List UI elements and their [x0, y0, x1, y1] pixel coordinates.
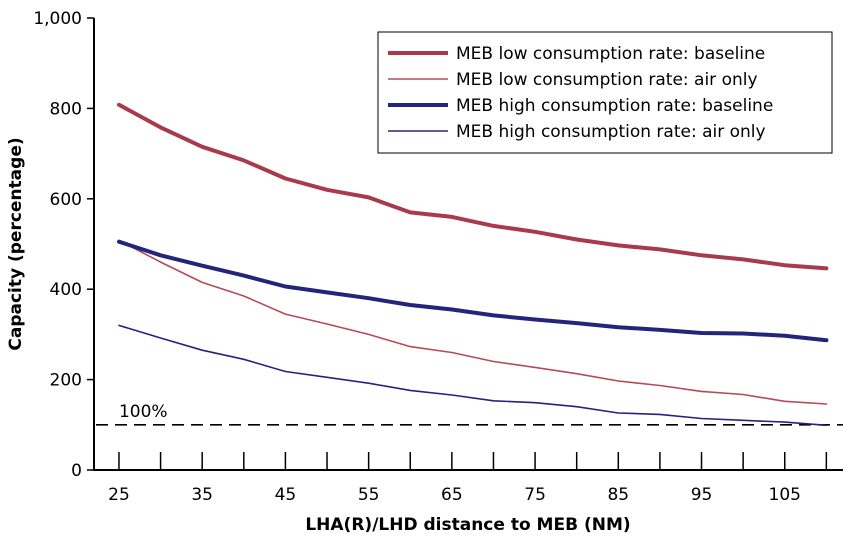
- x-tick-label: 55: [358, 485, 380, 505]
- series-lines: [117, 102, 829, 427]
- x-tick-label: 45: [275, 485, 297, 505]
- legend-label: MEB high consumption rate: air only: [456, 122, 766, 142]
- x-tick-label: 105: [769, 485, 801, 505]
- legend-label: MEB low consumption rate: baseline: [456, 44, 765, 64]
- series-line-1: [117, 102, 829, 271]
- x-tick-label: 75: [524, 485, 546, 505]
- y-tick-label: 1,000: [33, 9, 82, 29]
- y-tick-label: 200: [50, 371, 82, 391]
- y-tick-label: 0: [71, 461, 82, 481]
- x-tick-label: 85: [607, 485, 629, 505]
- series-line-4: [118, 324, 828, 427]
- y-ticks: 0 200 400 600 800 1,000: [33, 9, 94, 481]
- y-tick-label: 400: [50, 280, 82, 300]
- y-tick-label: 800: [50, 99, 82, 119]
- series-line-3: [117, 239, 829, 343]
- legend: MEB low consumption rate: baseline MEB lo…: [377, 31, 833, 154]
- series-line-2: [118, 239, 828, 405]
- x-tick-label: 25: [108, 485, 130, 505]
- reference-line-group: 100%: [96, 402, 843, 426]
- axes: [93, 18, 843, 471]
- reference-line-label: 100%: [119, 402, 168, 422]
- x-tick-label: 35: [191, 485, 213, 505]
- x-tick-label: 65: [441, 485, 463, 505]
- x-axis-title: LHA(R)/LHD distance to MEB (NM): [305, 515, 630, 535]
- legend-box: [377, 31, 833, 154]
- legend-label: MEB high consumption rate: baseline: [456, 96, 773, 116]
- x-tick-label: 95: [691, 485, 713, 505]
- y-tick-label: 600: [50, 190, 82, 210]
- legend-label: MEB low consumption rate: air only: [456, 70, 758, 90]
- x-ticks: 25 35 45 55 65 75 85 95 105: [108, 452, 828, 505]
- y-axis-title: Capacity (percentage): [6, 137, 26, 350]
